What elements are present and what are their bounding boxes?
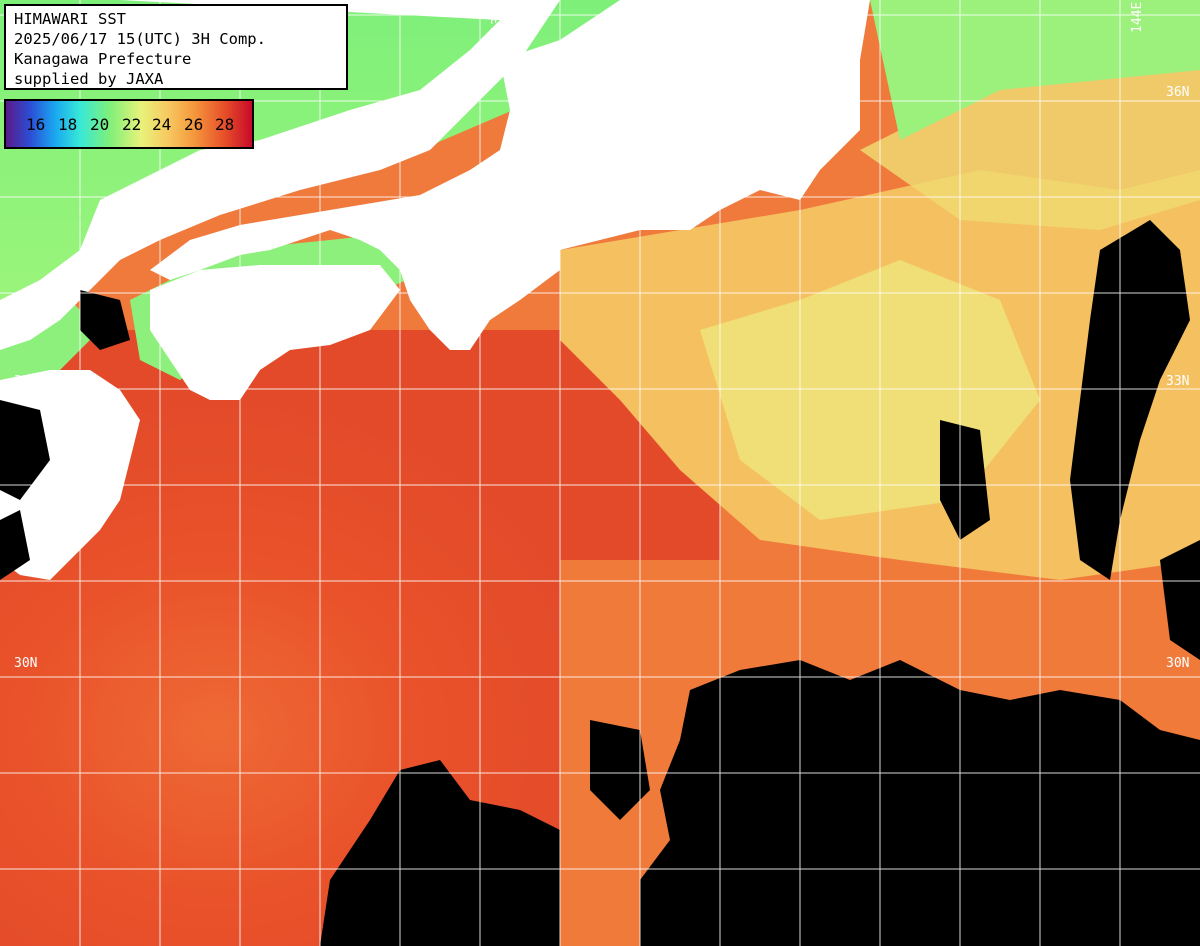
cloud-east-strip (1070, 220, 1190, 580)
cloud-east-edge (1160, 540, 1200, 660)
cloud-west-edge (0, 400, 50, 500)
land-kii-peninsula (410, 230, 560, 350)
title-line-organization: Kanagawa Prefecture (14, 50, 192, 68)
cloud-north-right (940, 420, 990, 540)
legend-label-16: 16 (26, 115, 46, 134)
cloud-west-coast (80, 290, 130, 350)
land-shikoku (150, 265, 400, 400)
title-line-product: HIMAWARI SST (14, 10, 126, 28)
legend-label-22: 22 (122, 115, 142, 134)
cloud-south-patch (590, 720, 650, 820)
lon-label-136e: 136E (490, 2, 505, 33)
lat-label-33n-left: 33N (14, 374, 37, 389)
cloud-south-center (320, 760, 560, 946)
lat-label-33n-right: 33N (1166, 374, 1189, 389)
legend-label-20: 20 (90, 115, 110, 134)
legend-label-18: 18 (58, 115, 78, 134)
legend-label-24: 24 (152, 115, 172, 134)
legend-label-26: 26 (184, 115, 204, 134)
color-scale-legend: 16 18 20 22 24 26 28 (4, 99, 254, 149)
title-box: HIMAWARI SST 2025/06/17 15(UTC) 3H Comp.… (4, 4, 348, 90)
cool-sea-north-east (870, 0, 1200, 140)
cloud-southeast (640, 660, 1200, 946)
land-honshu-central (150, 0, 870, 350)
cloud-west-edge-2 (0, 510, 30, 580)
lat-label-30n-right: 30N (1166, 656, 1189, 671)
legend-label-28: 28 (215, 115, 235, 134)
lon-label-144e: 144E (1130, 2, 1145, 33)
lat-label-36n: 36N (1166, 85, 1189, 100)
yellow-sea-north (860, 60, 1200, 230)
title-line-datetime: 2025/06/17 15(UTC) 3H Comp. (14, 30, 266, 48)
land-honshu-west (0, 0, 560, 350)
lat-label-30n-left: 30N (14, 656, 37, 671)
title-line-credit: supplied by JAXA (14, 70, 164, 88)
